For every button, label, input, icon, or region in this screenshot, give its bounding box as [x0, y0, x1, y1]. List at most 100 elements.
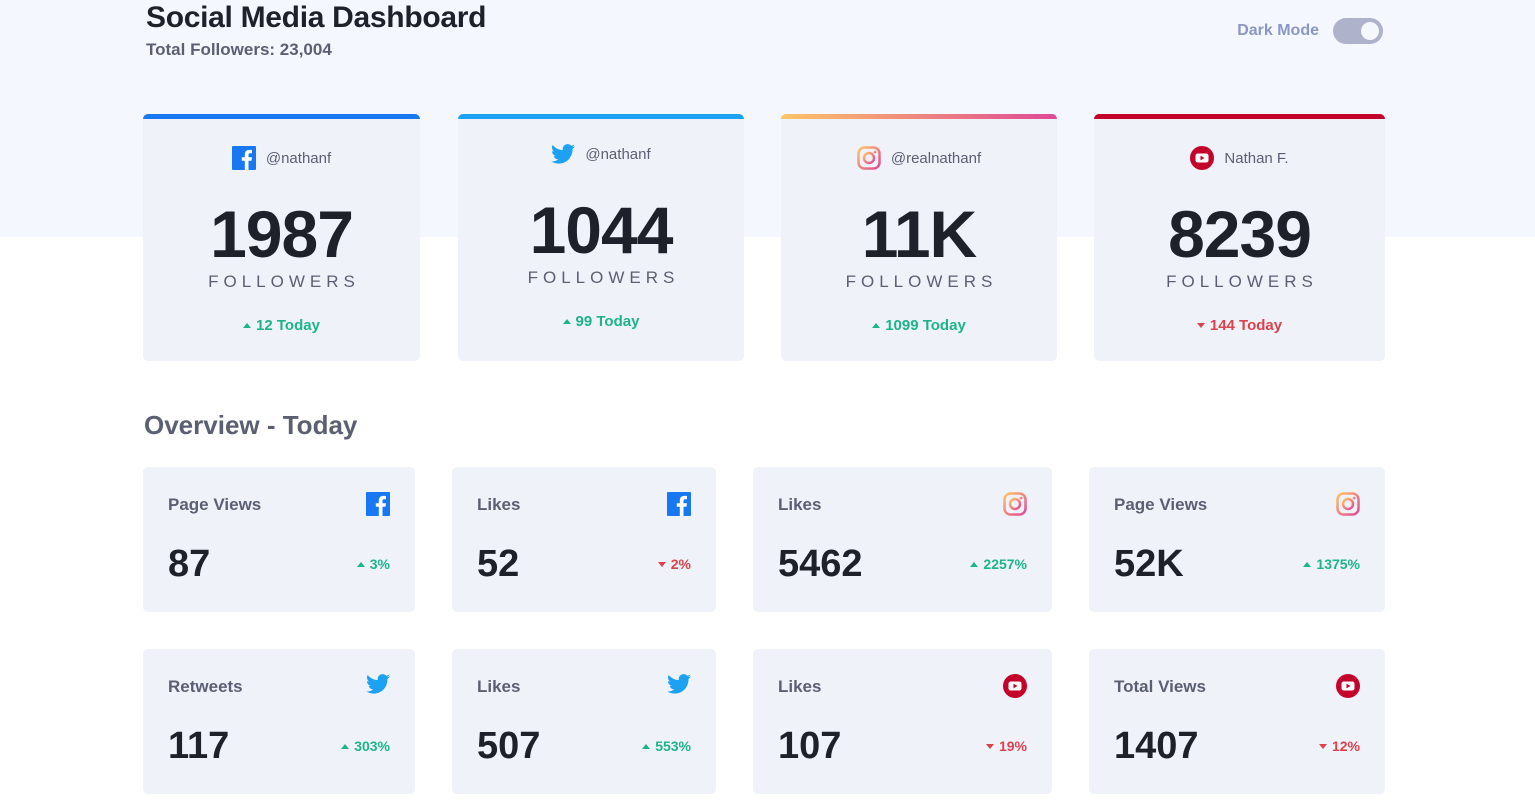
card-accent-bar [781, 114, 1057, 119]
today-change-text: 144 Today [1209, 317, 1283, 334]
card-accent-bar [143, 114, 420, 119]
overview-card[interactable]: Total Views 1407 12% [1089, 649, 1385, 794]
overview-card-label: Likes [477, 677, 521, 696]
total-followers: Total Followers: 23,004 [146, 40, 332, 59]
overview-card-change-text: 2257% [983, 556, 1027, 572]
overview-card-change: 2257% [970, 556, 1027, 572]
overview-card-change-text: 19% [998, 738, 1027, 754]
facebook-icon [231, 146, 256, 170]
overview-card[interactable]: Page Views 52K 1375% [1089, 467, 1385, 612]
overview-card-value: 5462 [778, 543, 863, 585]
follower-count: 8239 [1168, 197, 1312, 271]
overview-card-label: Likes [477, 495, 521, 514]
youtube-icon [1190, 146, 1215, 170]
today-change-text: 12 Today [256, 317, 320, 334]
dark-mode-toggle-group: Dark Mode [1237, 18, 1383, 44]
twitter-icon [667, 674, 691, 698]
twitter-icon [551, 144, 576, 164]
arrow-up-icon [872, 323, 881, 328]
overview-card-value: 52 [477, 543, 520, 585]
arrow-down-icon [1196, 323, 1205, 328]
follower-count: 1044 [529, 193, 674, 267]
followers-label: FOLLOWERS [208, 272, 360, 291]
overview-card-change: 303% [341, 738, 390, 754]
overview-card-label: Page Views [1114, 495, 1208, 514]
today-change: 99 Today [458, 313, 744, 330]
overview-card-change-text: 12% [1331, 738, 1360, 754]
follower-count: 1987 [210, 197, 354, 271]
overview-card-value: 117 [168, 725, 230, 767]
followers-label: FOLLOWERS [845, 272, 998, 291]
card-handle-row: Nathan F. [1094, 146, 1385, 170]
overview-card-label: Page Views [168, 495, 262, 514]
instagram-icon [1336, 492, 1360, 516]
today-change: 144 Today [1094, 317, 1385, 334]
card-accent-bar [1094, 114, 1385, 119]
overview-card-change: 553% [642, 738, 691, 754]
overview-card-label: Likes [778, 495, 822, 514]
overview-card[interactable]: Retweets 117 303% [143, 649, 415, 794]
today-change: 1099 Today [781, 317, 1057, 334]
overview-title: Overview - Today [144, 410, 358, 440]
facebook-icon [366, 492, 390, 516]
arrow-up-icon [642, 743, 651, 749]
arrow-up-icon [356, 561, 365, 567]
card-handle-row: @nathanf [458, 144, 744, 164]
overview-card[interactable]: Likes 107 19% [753, 649, 1052, 794]
overview-card[interactable]: Likes 5462 2257% [753, 467, 1052, 612]
today-change-text: 99 Today [575, 313, 640, 330]
card-handle-row: @nathanf [143, 146, 420, 170]
dark-mode-label: Dark Mode [1237, 22, 1319, 39]
follower-card-twitter[interactable]: @nathanf 1044 FOLLOWERS 99 Today [458, 114, 744, 361]
overview-card-value: 107 [778, 725, 842, 767]
overview-card-change-text: 303% [354, 738, 390, 754]
youtube-icon [1003, 674, 1027, 698]
card-handle: @realnathanf [890, 149, 982, 167]
arrow-up-icon [1303, 561, 1312, 567]
overview-card-value: 507 [477, 725, 541, 767]
overview-card[interactable]: Likes 507 553% [452, 649, 716, 794]
overview-card-change: 12% [1318, 738, 1360, 754]
follower-count: 11K [861, 197, 977, 271]
dark-mode-toggle[interactable] [1333, 18, 1383, 44]
arrow-up-icon [970, 561, 979, 567]
overview-card-change: 19% [985, 738, 1027, 754]
overview-card-label: Likes [778, 677, 822, 696]
card-accent-bar [458, 114, 744, 119]
overview-card-change-text: 3% [369, 556, 390, 572]
youtube-icon [1336, 674, 1360, 698]
overview-card-value: 1407 [1114, 725, 1199, 767]
page-header: Social Media Dashboard Total Followers: … [146, 0, 486, 60]
facebook-icon [667, 492, 691, 516]
overview-card[interactable]: Page Views 87 3% [143, 467, 415, 612]
overview-card-change: 2% [657, 556, 691, 572]
overview-card-change-text: 1375% [1316, 556, 1360, 572]
overview-card-value: 87 [168, 543, 211, 585]
overview-card-label: Total Views [1114, 677, 1206, 696]
overview-card-label: Retweets [168, 677, 243, 696]
toggle-knob [1361, 22, 1379, 40]
arrow-up-icon [562, 319, 571, 324]
overview-card-change: 1375% [1303, 556, 1360, 572]
card-handle: @nathanf [265, 149, 332, 167]
instagram-icon [1003, 492, 1027, 516]
overview-card-value: 52K [1114, 543, 1184, 585]
today-change-text: 1099 Today [885, 317, 966, 334]
card-handle: Nathan F. [1224, 149, 1289, 167]
follower-card-youtube[interactable]: Nathan F. 8239 FOLLOWERS 144 Today [1094, 114, 1385, 361]
card-handle: @nathanf [585, 145, 651, 163]
followers-label: FOLLOWERS [1166, 272, 1318, 291]
arrow-up-icon [341, 743, 350, 749]
follower-card-instagram[interactable]: @realnathanf 11K FOLLOWERS 1099 Today [781, 114, 1057, 361]
overview-card-change: 3% [356, 556, 390, 572]
overview-card-change-text: 2% [670, 556, 691, 572]
page-title: Social Media Dashboard [146, 1, 487, 34]
follower-card-facebook[interactable]: @nathanf 1987 FOLLOWERS 12 Today [143, 114, 420, 361]
card-handle-row: @realnathanf [781, 146, 1057, 170]
overview-card[interactable]: Likes 52 2% [452, 467, 716, 612]
followers-label: FOLLOWERS [527, 268, 680, 287]
arrow-down-icon [1318, 743, 1327, 749]
instagram-icon [857, 146, 881, 170]
arrow-down-icon [657, 561, 666, 567]
today-change: 12 Today [143, 317, 420, 334]
